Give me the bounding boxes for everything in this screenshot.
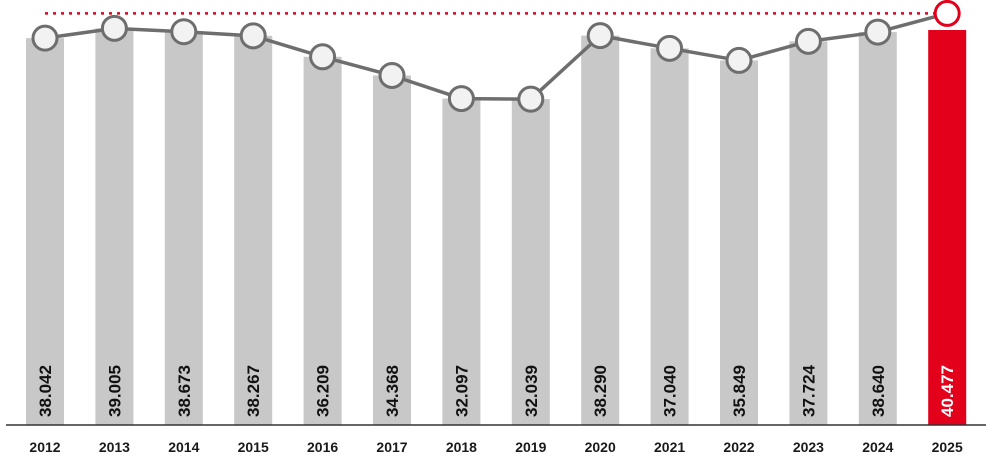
marker-2022 bbox=[725, 46, 753, 74]
value-label-2018: 32.097 bbox=[452, 365, 471, 417]
x-tick-2025: 2025 bbox=[932, 439, 963, 455]
marker-2015 bbox=[239, 22, 267, 50]
x-tick-2023: 2023 bbox=[793, 439, 824, 455]
marker-2013 bbox=[100, 14, 128, 42]
x-tick-labels: 2012 2013 2014 2015 2016 2017 2018 2019 2020 2021… bbox=[29, 439, 963, 455]
bar-2018 bbox=[442, 98, 481, 425]
x-tick-2022: 2022 bbox=[723, 439, 754, 455]
bar-2020 bbox=[581, 35, 620, 425]
x-tick-2017: 2017 bbox=[376, 439, 407, 455]
value-label-2023: 37.724 bbox=[799, 364, 818, 417]
value-label-2014: 38.673 bbox=[175, 365, 194, 417]
bar-2012 bbox=[26, 38, 64, 425]
bar-2023 bbox=[789, 41, 828, 426]
bars-group bbox=[26, 28, 967, 426]
bar-2017 bbox=[373, 75, 411, 426]
x-tick-2012: 2012 bbox=[29, 439, 60, 455]
value-label-2020: 38.290 bbox=[591, 365, 610, 417]
marker-2020 bbox=[586, 22, 614, 50]
marker-2017 bbox=[378, 61, 406, 89]
x-tick-2018: 2018 bbox=[446, 439, 477, 455]
x-tick-2020: 2020 bbox=[585, 439, 616, 455]
marker-2019 bbox=[517, 85, 545, 113]
x-tick-2024: 2024 bbox=[862, 439, 893, 455]
bar-2016 bbox=[303, 56, 342, 425]
value-label-2019: 32.039 bbox=[522, 365, 541, 417]
x-tick-2016: 2016 bbox=[307, 439, 338, 455]
bar-2025 bbox=[928, 30, 967, 425]
value-label-2017: 34.368 bbox=[383, 365, 402, 417]
value-label-2024: 38.640 bbox=[869, 365, 888, 417]
bar-2022 bbox=[720, 60, 758, 426]
x-tick-2021: 2021 bbox=[654, 439, 685, 455]
value-label-2015: 38.267 bbox=[244, 365, 263, 417]
marker-2023 bbox=[794, 27, 822, 55]
x-tick-2019: 2019 bbox=[515, 439, 546, 455]
value-label-2012: 38.042 bbox=[36, 365, 55, 417]
value-label-2025: 40.477 bbox=[938, 365, 957, 417]
bar-2024 bbox=[858, 32, 897, 425]
marker-2014 bbox=[170, 18, 198, 46]
value-label-2022: 35.849 bbox=[730, 365, 749, 417]
value-labels-group: 38.042 39.005 38.673 38.267 36.209 34.368 32.0… bbox=[36, 364, 957, 417]
x-tick-2013: 2013 bbox=[99, 439, 130, 455]
marker-2021 bbox=[656, 34, 684, 62]
marker-2016 bbox=[309, 43, 337, 71]
marker-2025 bbox=[933, 0, 961, 27]
marker-2024 bbox=[864, 18, 892, 46]
x-tick-2015: 2015 bbox=[238, 439, 269, 455]
bar-2015 bbox=[234, 35, 273, 425]
value-label-2013: 39.005 bbox=[105, 365, 124, 417]
value-label-2021: 37.040 bbox=[661, 365, 680, 417]
bar-2019 bbox=[511, 99, 550, 425]
bar-2021 bbox=[650, 48, 689, 425]
markers-group bbox=[31, 0, 961, 113]
value-label-2016: 36.209 bbox=[314, 365, 333, 417]
bar-2013 bbox=[95, 28, 134, 425]
x-tick-2014: 2014 bbox=[168, 439, 199, 455]
marker-2012 bbox=[31, 24, 59, 52]
marker-2018 bbox=[447, 85, 475, 113]
bar-2014 bbox=[164, 31, 203, 425]
